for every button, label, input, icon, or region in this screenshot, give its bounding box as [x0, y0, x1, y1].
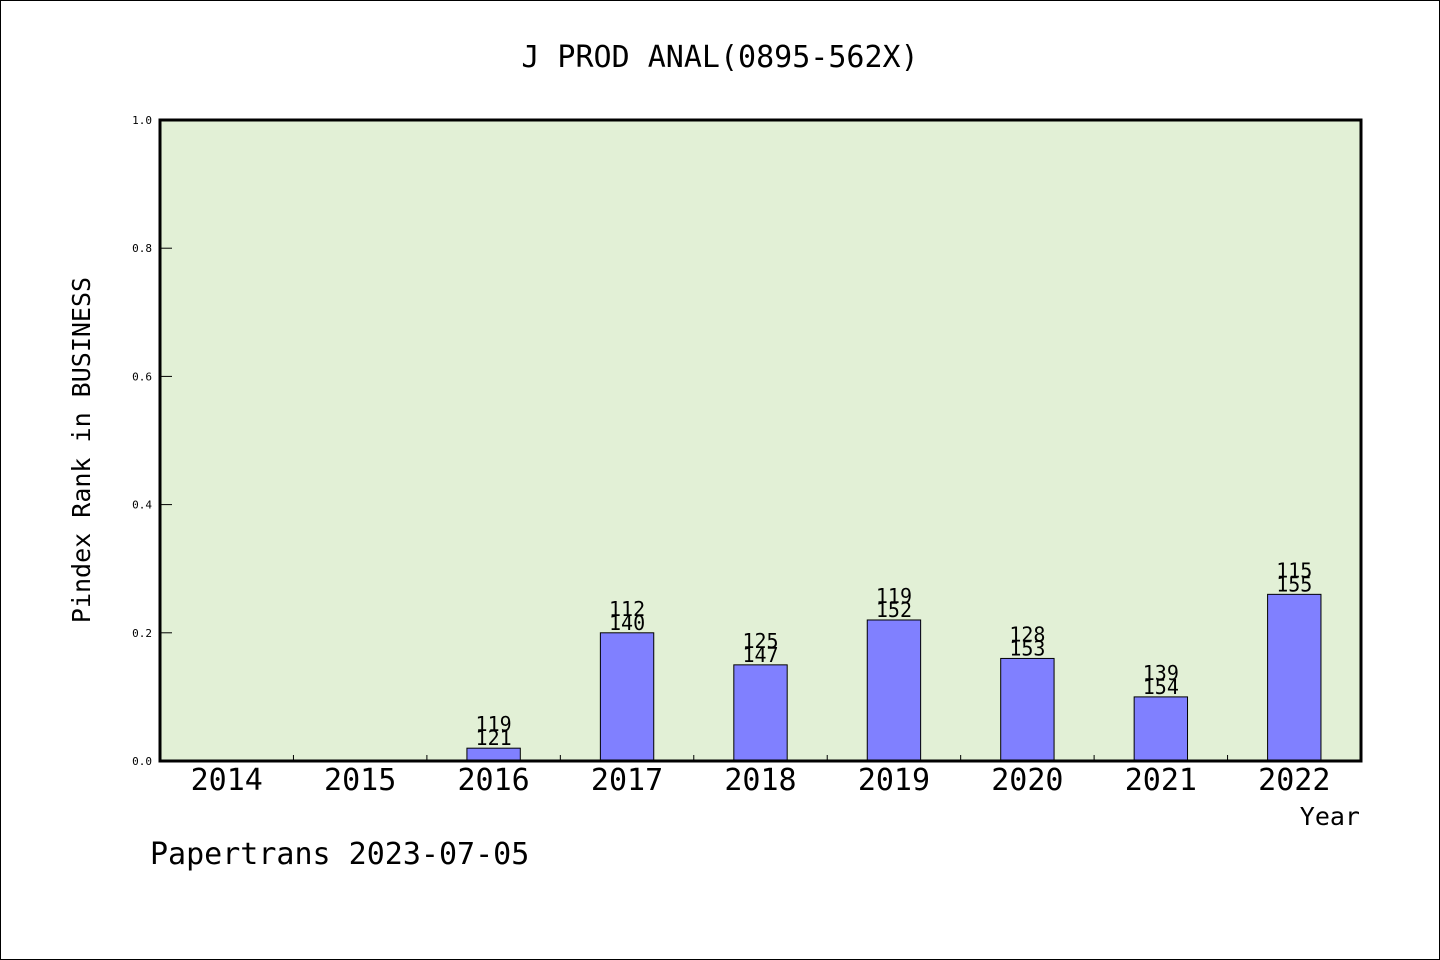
bar-2021	[1133, 696, 1189, 762]
data-label-bottom: 153	[1009, 636, 1045, 660]
x-tick-label: 2020	[991, 763, 1063, 798]
x-tick-label: 2016	[457, 763, 529, 798]
data-label-bottom: 140	[609, 611, 645, 635]
data-label-top: 112	[609, 597, 645, 621]
bar-2017	[599, 632, 655, 762]
x-tick-label: 2019	[858, 763, 930, 798]
data-label-bottom: 121	[476, 726, 512, 750]
y-tick-label: 0.6	[132, 370, 152, 383]
x-axis-label: Year	[1300, 802, 1360, 831]
data-label-top: 139	[1143, 661, 1179, 685]
bar-2020	[1000, 657, 1055, 762]
y-tick-label: 1.0	[132, 114, 152, 127]
plot-border	[158, 118, 1363, 763]
data-label-top: 119	[476, 712, 512, 736]
bar-2022	[1267, 593, 1322, 762]
y-tick-label: 0.0	[132, 755, 152, 768]
data-label-bottom: 152	[876, 598, 912, 622]
data-label-bottom: 154	[1143, 675, 1179, 699]
data-label-top: 125	[742, 629, 778, 653]
x-tick-label: 2015	[324, 763, 396, 798]
x-tick-label: 2014	[191, 763, 263, 798]
footer-credit: Papertrans 2023-07-05	[150, 837, 529, 872]
y-axis: 0.0 0.2 0.4 0.6 0.8 1.0	[132, 114, 172, 768]
bar-2019	[866, 619, 922, 762]
y-axis-label: Pindex Rank in BUSINESS	[67, 277, 96, 623]
y-tick-label: 0.8	[132, 242, 152, 255]
x-tick-label: 2021	[1125, 763, 1197, 798]
data-label-top: 128	[1009, 622, 1045, 646]
plot-area	[160, 120, 1361, 761]
bars-layer	[466, 593, 1322, 762]
data-labels-layer: 1191211121401251471191521281531391541151…	[476, 558, 1313, 750]
data-label-bottom: 155	[1276, 572, 1312, 596]
x-tick-label: 2022	[1258, 763, 1330, 798]
chart-title: J PROD ANAL(0895-562X)	[521, 40, 918, 75]
y-tick-label: 0.4	[132, 499, 152, 512]
data-label-top: 115	[1276, 558, 1312, 582]
data-label-top: 119	[876, 584, 912, 608]
x-axis: 2014 2015 2016 2017 2018 2019 2020 2021 2022	[191, 755, 1330, 798]
y-tick-label: 0.2	[132, 627, 152, 640]
x-tick-label: 2018	[724, 763, 796, 798]
bar-2018	[733, 664, 788, 762]
data-label-bottom: 147	[742, 643, 778, 667]
x-tick-label: 2017	[591, 763, 663, 798]
